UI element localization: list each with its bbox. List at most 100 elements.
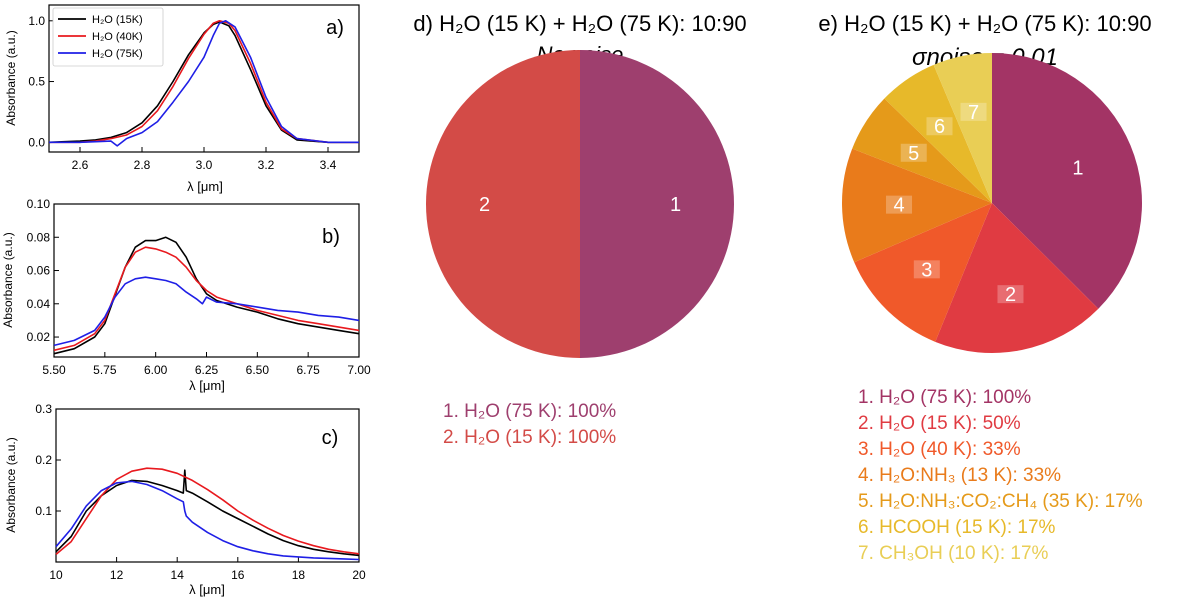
pie-e-slice-label-7: 7 [968,102,979,124]
pie-e-legend-7: 7. CH₃OH (10 K): 17% [858,543,1049,564]
pie-e-slice-7 [933,53,992,203]
panel-c-series-1-line [55,469,360,557]
panel-a-label: a) [326,17,344,39]
pie-d-legend-1: 1. H₂O (75 K): 100% [443,401,616,422]
panel-b-ticks: 5.50 5.75 6.00 6.25 6.50 6.75 7.00 0.02 0.04 0.06… [27,197,371,377]
pie-e-slice-6 [884,64,992,203]
pie-d-legend-2: 2. H₂O (15 K): 100% [443,427,616,448]
panel-a-xtick-label: 3.4 [320,158,337,172]
legend-label-40k: H₂O (40K) [92,31,143,43]
panel-b-series-3-line [53,276,360,347]
pie-e-slice-label-6: 6 [934,116,945,138]
panel-c-frame [55,408,360,563]
pie-e-slice-label-5: 5 [908,143,919,165]
panel-a-ytick-label: 1.0 [28,14,45,28]
panel-c-series-2-line [55,467,360,556]
pie-e-slices: 1 2 3 4 56 7 [842,53,1142,353]
panel-c-ytick-label: 0.2 [35,453,52,467]
pie-e-slice-label-4: 4 [893,195,904,217]
panel-c-ytick-label: 0.1 [35,504,52,518]
panel-b-series-2-line [53,246,360,352]
panel-b-series [53,236,360,355]
legend-label-75k: H₂O (75K) [92,48,143,60]
pie-d-slice-1 [580,50,734,358]
pie-e-label-bg-2 [997,285,1024,304]
panel-a-xtick-label: 3.0 [196,158,213,172]
panel-b-xtick-label: 6.25 [195,363,219,377]
panel-c: 10 12 14 16 18 20 0.1 0.2 0.3 c) λ [μm] Absorban… [4,402,366,597]
panel-c-xtick-label: 10 [49,568,63,582]
pie-d-slice-label-2: 2 [479,194,490,216]
pie-e-label-bg-7 [960,102,987,121]
pie-d-slice-label-1: 1 [670,194,681,216]
panel-b-xtick-label: 6.50 [246,363,270,377]
pie-e-legend-6: 6. HCOOH (15 K): 17% [858,517,1056,538]
pie-d-slices: 12 [426,50,734,358]
panel-c-xlabel: λ [μm] [189,582,225,597]
panel-a-series [48,20,359,147]
pie-e-legend-2: 2. H₂O (15 K): 50% [858,413,1021,434]
panel-a-ytick-label: 0.0 [28,135,45,149]
panel-a-series-3-line [49,20,359,147]
panel-b-ylabel: Absorbance (a.u.) [1,232,15,327]
panel-a: 2.6 2.8 3.0 3.2 3.4 0.0 0.5 1.0 a) λ [μm] Absor… [4,4,360,194]
panel-b-ytick-label: 0.10 [27,197,51,211]
panel-b-xlabel: λ [μm] [189,378,225,393]
panel-a-xtick-label: 2.8 [134,158,151,172]
panel-b-xtick-label: 5.75 [93,363,117,377]
panel-b-xtick-label: 6.00 [144,363,168,377]
panel-c-xtick-label: 20 [352,568,366,582]
panel-c-xtick-label: 12 [110,568,124,582]
panel-c-series [55,467,360,561]
panel-c-ylabel: Absorbance (a.u.) [4,437,18,532]
panel-c-series-3-line [55,480,360,561]
pie-e-slice-label-3: 3 [921,259,932,281]
pie-e-legend-5: 5. H₂O:NH₃:CO₂:CH₄ (35 K): 17% [858,491,1143,512]
panel-a-ticks: 2.6 2.8 3.0 3.2 3.4 0.0 0.5 1.0 [28,14,336,172]
pie-e-slice-2 [935,203,1099,353]
pie-e-label-bg-6 [926,117,953,136]
pie-e-legend-4: 4. H₂O:NH₃ (13 K): 33% [858,465,1061,486]
panel-b-xtick-label: 6.75 [296,363,320,377]
pie-e: e) H₂O (15 K) + H₂O (75 K): 10:90 σnoise… [818,11,1151,564]
pie-e-label-bg-4 [886,195,913,214]
panel-b-xtick-label: 7.00 [347,363,371,377]
pie-e-label-bg-3 [913,260,940,279]
pie-e-title: e) H₂O (15 K) + H₂O (75 K): 10:90 [818,11,1151,36]
panel-c-xtick-label: 14 [171,568,185,582]
panel-a-series-2-line [49,20,359,144]
panel-b-ytick-label: 0.08 [27,230,51,244]
pie-d: d) H₂O (15 K) + H₂O (75 K): 10:90 No noi… [413,11,746,448]
pie-e-slice-label-2: 2 [1005,284,1016,306]
pie-e-legend-1: 1. H₂O (75 K): 100% [858,387,1031,408]
panel-b-frame [53,203,360,358]
pie-e-slice-5 [852,98,992,203]
pie-e-legend-3: 3. H₂O (40 K): 33% [858,439,1021,460]
panel-a-xlabel: λ [μm] [187,179,223,194]
panel-b-series-1-line [53,236,360,355]
panel-b: 5.50 5.75 6.00 6.25 6.50 6.75 7.00 0.02 0.04 0.06… [1,197,371,393]
pie-e-slice-3 [854,203,992,342]
legend: H₂O (15K) H₂O (40K) H₂O (75K) [52,7,164,67]
panel-b-ytick-label: 0.02 [27,330,51,344]
pie-d-title: d) H₂O (15 K) + H₂O (75 K): 10:90 [413,11,746,36]
panel-c-xtick-label: 16 [231,568,245,582]
panel-b-ytick-label: 0.04 [27,297,51,311]
panel-a-xtick-label: 2.6 [72,158,89,172]
pie-e-slice-4 [842,148,992,263]
panel-a-ytick-label: 0.5 [28,75,45,89]
legend-box [52,7,164,67]
panel-b-label: b) [322,226,340,248]
panel-b-ytick-label: 0.06 [27,264,51,278]
panel-c-xtick-label: 18 [292,568,306,582]
panel-a-ylabel: Absorbance (a.u.) [4,30,18,125]
panel-c-ticks: 10 12 14 16 18 20 0.1 0.2 0.3 [35,402,366,582]
pie-e-slice-label-1: 1 [1072,157,1083,179]
pie-e-slice-1 [992,53,1142,309]
panel-b-xtick-label: 5.50 [42,363,66,377]
panel-c-ytick-label: 0.3 [35,402,52,416]
panel-c-label: c) [322,427,339,449]
pie-e-label-bg-5 [900,143,927,162]
pie-d-slice-2 [426,50,580,358]
